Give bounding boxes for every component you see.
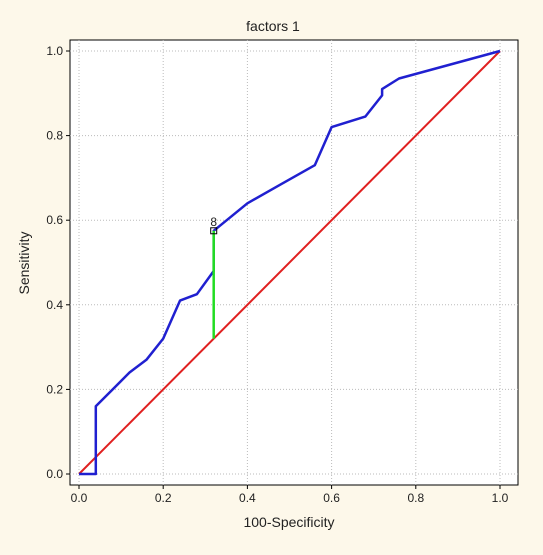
x-tick-label: 0.2 — [155, 491, 172, 505]
x-axis-label: 100-Specificity — [243, 514, 334, 530]
y-tick-label: 0.8 — [46, 129, 63, 143]
diagonal-reference-line — [78, 50, 501, 475]
chart-title: factors 1 — [246, 18, 300, 34]
grid-lines — [70, 40, 518, 485]
annotations: 8 — [210, 215, 218, 235]
y-axis-label: Sensitivity — [16, 231, 32, 294]
series-lines — [78, 49, 501, 476]
y-tick-label: 0.2 — [46, 382, 63, 396]
axis-ticks: 0.0 0.2 0.4 0.6 0.8 1.0 0.0 0.2 0.4 0.6 0.8 1.0 — [46, 44, 508, 505]
x-tick-label: 0.0 — [71, 491, 88, 505]
cutoff-point-marker — [210, 227, 218, 235]
x-tick-label: 1.0 — [492, 491, 509, 505]
plot-area — [69, 39, 519, 486]
y-tick-label: 1.0 — [46, 44, 63, 58]
x-tick-label: 0.4 — [239, 491, 256, 505]
y-tick-label: 0.4 — [46, 298, 63, 312]
x-tick-label: 0.6 — [323, 491, 340, 505]
y-tick-label: 0.6 — [46, 213, 63, 227]
x-tick-label: 0.8 — [407, 491, 424, 505]
cutoff-point-label: 8 — [210, 215, 217, 229]
y-tick-label: 0.0 — [46, 467, 63, 481]
